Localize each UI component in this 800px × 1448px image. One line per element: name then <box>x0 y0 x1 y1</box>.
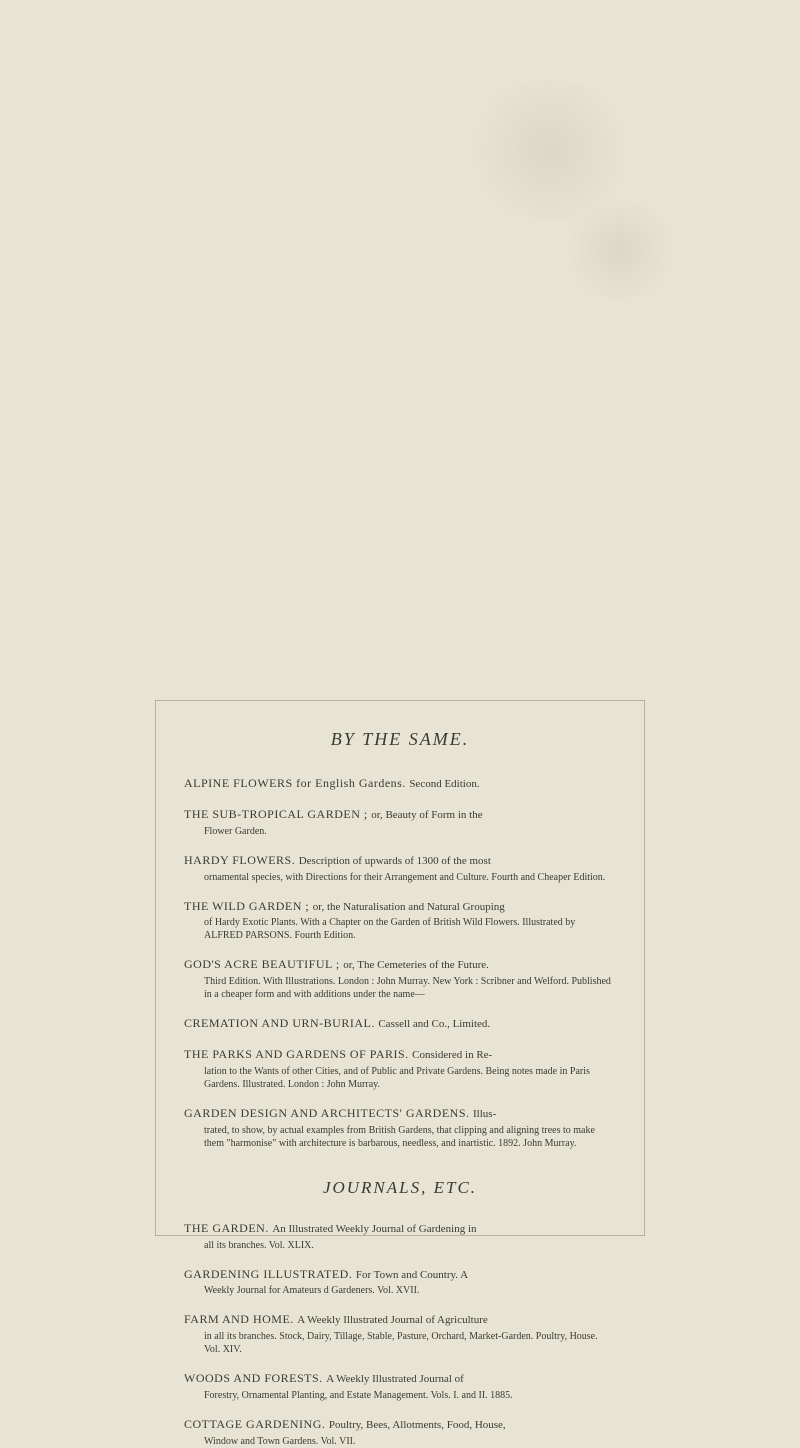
entry-first-line: GARDEN DESIGN AND ARCHITECTS' GARDENS. I… <box>184 1105 616 1122</box>
entry-sub: Forestry, Ornamental Planting, and Estat… <box>184 1389 616 1402</box>
entry-desc: Description of upwards of 1300 of the mo… <box>299 855 491 867</box>
entry-first-line: GOD'S ACRE BEAUTIFUL ; or, The Cemeterie… <box>184 956 616 973</box>
entry-title: THE WILD GARDEN ; <box>184 899 313 913</box>
entry-sub: ornamental species, with Directions for … <box>184 871 616 884</box>
entry-title: FARM AND HOME. <box>184 1312 297 1326</box>
entry-title: HARDY FLOWERS. <box>184 853 299 867</box>
entry-desc: An Illustrated Weekly Journal of Gardeni… <box>272 1223 476 1235</box>
entry-sub: trated, to show, by actual examples from… <box>184 1124 616 1150</box>
entry-title: THE SUB-TROPICAL GARDEN ; <box>184 807 371 821</box>
entry-first-line: THE SUB-TROPICAL GARDEN ; or, Beauty of … <box>184 806 616 823</box>
entry-first-line: THE PARKS AND GARDENS OF PARIS. Consider… <box>184 1046 616 1063</box>
book-entry: GARDEN DESIGN AND ARCHITECTS' GARDENS. I… <box>184 1105 616 1150</box>
entry-desc: Poultry, Bees, Allotments, Food, House, <box>329 1419 506 1431</box>
entry-sub: lation to the Wants of other Cities, and… <box>184 1065 616 1091</box>
book-entry: THE WILD GARDEN ; or, the Naturalisation… <box>184 898 616 943</box>
entry-title: WOODS AND FORESTS. <box>184 1371 326 1385</box>
paper-smudge <box>560 200 680 300</box>
book-entry: CREMATION AND URN-BURIAL. Cassell and Co… <box>184 1015 616 1032</box>
entry-desc: or, The Cemeteries of the Future. <box>343 959 489 971</box>
book-entry: THE PARKS AND GARDENS OF PARIS. Consider… <box>184 1046 616 1091</box>
book-entry: HARDY FLOWERS. Description of upwards of… <box>184 852 616 884</box>
entry-title: GARDEN DESIGN AND ARCHITECTS' GARDENS. <box>184 1106 473 1120</box>
entry-title: COTTAGE GARDENING. <box>184 1417 329 1431</box>
entry-desc: A Weekly Illustrated Journal of Agricult… <box>297 1314 487 1326</box>
entry-sub: all its branches. Vol. XLIX. <box>184 1239 616 1252</box>
section-heading-1: BY THE SAME. <box>184 729 616 750</box>
entry-title: ALPINE FLOWERS for English Gardens. <box>184 776 409 790</box>
entry-desc: A Weekly Illustrated Journal of <box>326 1373 464 1385</box>
entry-sub: Weekly Journal for Amateurs d Gardeners.… <box>184 1284 616 1297</box>
book-entry: COTTAGE GARDENING. Poultry, Bees, Allotm… <box>184 1416 616 1448</box>
entry-first-line: THE GARDEN. An Illustrated Weekly Journa… <box>184 1220 616 1237</box>
book-entry: THE GARDEN. An Illustrated Weekly Journa… <box>184 1220 616 1252</box>
entry-title: GOD'S ACRE BEAUTIFUL ; <box>184 957 343 971</box>
entry-sub: of Hardy Exotic Plants. With a Chapter o… <box>184 916 616 942</box>
book-entry: ALPINE FLOWERS for English Gardens. Seco… <box>184 775 616 792</box>
entry-desc: Illus- <box>473 1108 496 1120</box>
entry-desc: Considered in Re- <box>412 1049 492 1061</box>
entry-first-line: FARM AND HOME. A Weekly Illustrated Jour… <box>184 1311 616 1328</box>
entry-first-line: GARDENING ILLUSTRATED. For Town and Coun… <box>184 1266 616 1283</box>
entry-desc: Cassell and Co., Limited. <box>378 1018 490 1030</box>
section-heading-2: JOURNALS, ETC. <box>184 1178 616 1198</box>
book-entry: WOODS AND FORESTS. A Weekly Illustrated … <box>184 1370 616 1402</box>
entry-title: CREMATION AND URN-BURIAL. <box>184 1016 378 1030</box>
entry-first-line: THE WILD GARDEN ; or, the Naturalisation… <box>184 898 616 915</box>
entry-first-line: CREMATION AND URN-BURIAL. Cassell and Co… <box>184 1015 616 1032</box>
entry-sub: Third Edition. With Illustrations. Londo… <box>184 975 616 1001</box>
paper-smudge <box>460 80 640 220</box>
entry-first-line: COTTAGE GARDENING. Poultry, Bees, Allotm… <box>184 1416 616 1433</box>
book-entry: GARDENING ILLUSTRATED. For Town and Coun… <box>184 1266 616 1298</box>
entry-title: THE GARDEN. <box>184 1221 272 1235</box>
entry-first-line: WOODS AND FORESTS. A Weekly Illustrated … <box>184 1370 616 1387</box>
entry-desc: or, Beauty of Form in the <box>371 809 482 821</box>
entry-sub: Flower Garden. <box>184 825 616 838</box>
entry-desc: or, the Naturalisation and Natural Group… <box>313 901 505 913</box>
entry-first-line: ALPINE FLOWERS for English Gardens. Seco… <box>184 775 616 792</box>
book-entry: FARM AND HOME. A Weekly Illustrated Jour… <box>184 1311 616 1356</box>
entry-title: THE PARKS AND GARDENS OF PARIS. <box>184 1047 412 1061</box>
content-box: BY THE SAME. ALPINE FLOWERS for English … <box>155 700 645 1236</box>
book-entry: THE SUB-TROPICAL GARDEN ; or, Beauty of … <box>184 806 616 838</box>
entry-desc: For Town and Country. A <box>356 1269 468 1281</box>
entry-sub: Window and Town Gardens. Vol. VII. <box>184 1435 616 1448</box>
entry-sub: in all its branches. Stock, Dairy, Tilla… <box>184 1330 616 1356</box>
entry-desc: Second Edition. <box>409 778 479 790</box>
book-entry: GOD'S ACRE BEAUTIFUL ; or, The Cemeterie… <box>184 956 616 1001</box>
entry-first-line: HARDY FLOWERS. Description of upwards of… <box>184 852 616 869</box>
entry-title: GARDENING ILLUSTRATED. <box>184 1267 356 1281</box>
